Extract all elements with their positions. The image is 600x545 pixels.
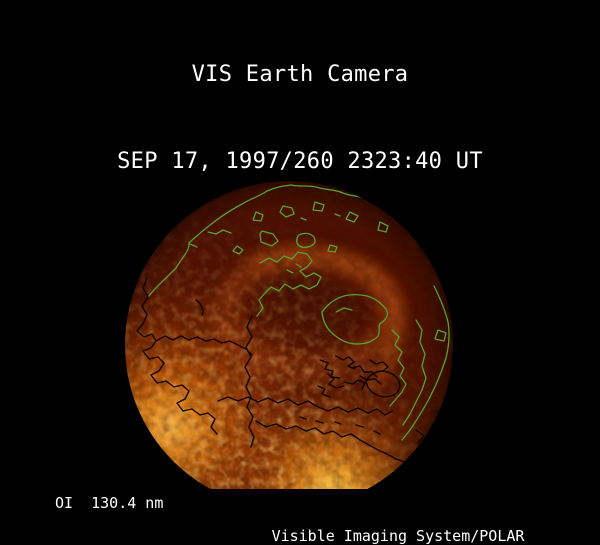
island-right-loop: [434, 329, 447, 342]
title-block: VIS Earth Camera SEP 17, 1997/260 2323:4…: [0, 2, 600, 234]
coastline-right-bits: [415, 429, 425, 444]
credit-line-1: Visible Imaging System/POLAR: [271, 527, 525, 545]
coastline-alaska-south: [155, 335, 253, 356]
arctic-archipelago: [317, 355, 389, 398]
coastline-bottom: [255, 420, 432, 474]
coastline-chukotka: [195, 299, 204, 316]
franz-josef-outline: [296, 232, 316, 249]
bottom-clip-band: [0, 489, 600, 545]
coastline-mackenzie: [244, 315, 255, 448]
continent-outlines-day: [136, 277, 438, 491]
coastline-alaska-limb: [136, 277, 218, 435]
page-title: VIS Earth Camera: [191, 62, 409, 87]
small-islands: [232, 244, 338, 255]
wavelength-label: OI 130.4 nm: [55, 494, 164, 512]
coastline-right-limb: [401, 285, 450, 441]
greenland-outline: [321, 293, 388, 345]
image-timestamp: SEP 17, 1997/260 2323:40 UT: [117, 149, 483, 174]
coastline-east-1: [389, 329, 407, 407]
arctic-island: [252, 201, 389, 233]
island-dashes: [299, 416, 381, 435]
coastline-east-2: [402, 319, 427, 426]
credits-block: Visible Imaging System/POLAR The Univers…: [238, 494, 558, 545]
coastline-scandinavia: [256, 251, 322, 317]
coastline-detail: [189, 229, 232, 248]
svalbard-outline: [259, 230, 279, 247]
hudson-bay-outline: [365, 370, 401, 398]
coastline-north-canada: [217, 396, 393, 416]
